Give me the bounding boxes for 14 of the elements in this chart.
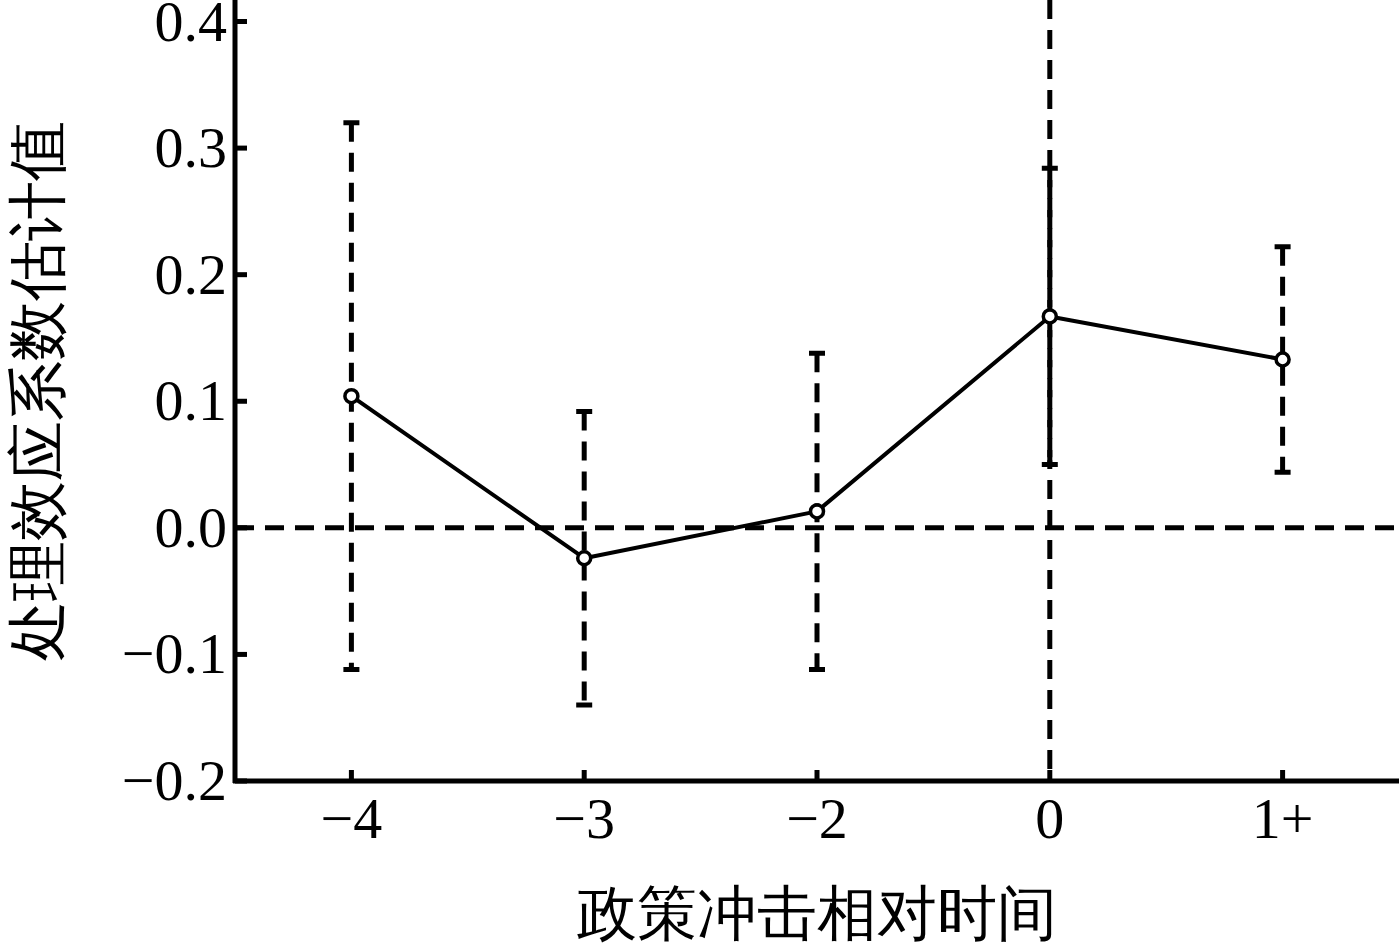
y-tick-label: 0.1 <box>154 368 227 434</box>
x-tick-label: −2 <box>786 786 848 851</box>
x-tick-label: −3 <box>553 786 616 851</box>
x-axis-title: 政策冲击相对时间 <box>577 881 1057 947</box>
y-tick-label: −0.2 <box>121 748 227 813</box>
x-tick-label: 1+ <box>1251 786 1314 851</box>
y-tick-label: −0.1 <box>121 621 227 687</box>
y-axis-title: 处理效应系数估计值 <box>5 120 71 661</box>
y-tick-label: 0.0 <box>154 494 227 560</box>
y-tick-label: 0.2 <box>154 241 227 307</box>
x-tick-label: 0 <box>1035 786 1065 851</box>
x-tick-label: −4 <box>320 786 383 851</box>
y-tick-label: 0.4 <box>154 0 227 54</box>
y-tick-label: 0.3 <box>154 115 227 181</box>
